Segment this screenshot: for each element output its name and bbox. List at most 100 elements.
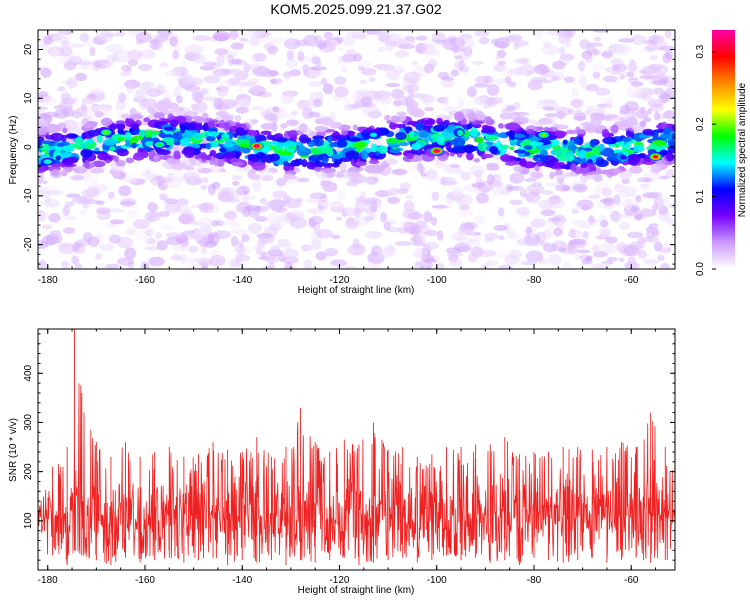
heatmap-cell bbox=[357, 90, 372, 97]
heatmap-cell bbox=[137, 63, 153, 71]
heatmap-cell bbox=[333, 160, 340, 166]
heatmap-cell bbox=[665, 152, 674, 162]
heatmap-cell bbox=[64, 157, 78, 163]
heatmap-cell bbox=[567, 108, 574, 115]
heatmap-cell bbox=[529, 119, 537, 127]
heatmap-cell bbox=[252, 52, 267, 62]
heatmap-cell bbox=[441, 76, 454, 81]
y-tick-label: 200 bbox=[23, 463, 34, 480]
heatmap-cell bbox=[147, 201, 156, 211]
heatmap-cell bbox=[285, 58, 299, 69]
heatmap-cell bbox=[240, 196, 249, 202]
heatmap-cell bbox=[156, 174, 164, 187]
snr-series bbox=[38, 329, 675, 566]
heatmap-cell bbox=[125, 157, 135, 164]
heatmap-cell bbox=[657, 254, 665, 262]
heatmap-cell bbox=[200, 249, 208, 255]
heatmap-cell bbox=[582, 147, 593, 152]
heatmap-cell bbox=[474, 214, 485, 224]
heatmap-cell bbox=[389, 121, 398, 130]
heatmap-cell bbox=[472, 96, 488, 104]
heatmap-cell bbox=[201, 265, 209, 269]
heatmap-cell bbox=[432, 124, 445, 132]
heatmap-cell bbox=[371, 143, 378, 153]
heatmap-cell bbox=[650, 164, 662, 174]
heatmap-cell bbox=[359, 191, 366, 203]
heatmap-cell bbox=[453, 145, 465, 152]
heatmap-cell bbox=[56, 86, 66, 92]
heatmap-cell bbox=[125, 83, 134, 94]
heatmap-cell bbox=[127, 209, 140, 218]
heatmap-cell bbox=[116, 148, 129, 157]
heatmap-cell bbox=[259, 197, 267, 205]
heatmap-cell bbox=[473, 83, 490, 88]
heatmap-cell bbox=[175, 198, 189, 206]
heatmap-cell bbox=[315, 229, 334, 239]
heatmap-cell bbox=[577, 60, 586, 72]
heatmap-cell bbox=[656, 198, 671, 204]
heatmap-cell bbox=[555, 169, 563, 176]
heatmap-cell bbox=[415, 122, 425, 131]
heatmap-cell bbox=[513, 149, 527, 154]
spectrogram-frame bbox=[37, 29, 676, 270]
heatmap-cell bbox=[564, 172, 573, 177]
heatmap-cell bbox=[346, 180, 359, 187]
heatmap-cell bbox=[538, 99, 556, 105]
heatmap-cell bbox=[226, 197, 241, 204]
heatmap-cell bbox=[123, 174, 138, 184]
heatmap-cell bbox=[601, 128, 610, 138]
heatmap-cell bbox=[334, 86, 349, 98]
heatmap-cell bbox=[320, 182, 333, 187]
heatmap-cell bbox=[642, 128, 654, 136]
heatmap-cell bbox=[477, 141, 488, 152]
heatmap-cell bbox=[504, 76, 512, 85]
heatmap-cell bbox=[495, 55, 502, 61]
heatmap-cell bbox=[360, 67, 377, 76]
heatmap-cell bbox=[500, 190, 511, 196]
heatmap-cell bbox=[38, 136, 45, 142]
heatmap-cell bbox=[178, 213, 193, 225]
heatmap-cell bbox=[166, 102, 179, 110]
heatmap-cell bbox=[601, 187, 613, 197]
heatmap-cell bbox=[276, 177, 286, 187]
heatmap-cell bbox=[603, 75, 618, 83]
heatmap-cell bbox=[661, 121, 668, 130]
heatmap-cell bbox=[153, 260, 164, 267]
heatmap-cell bbox=[301, 244, 313, 252]
heatmap-cell bbox=[178, 106, 184, 112]
heatmap-cell bbox=[56, 142, 65, 147]
heatmap-cell bbox=[60, 92, 72, 102]
heatmap-cell bbox=[530, 218, 546, 228]
heatmap-cell bbox=[398, 38, 416, 45]
heatmap-cell bbox=[299, 145, 306, 152]
colorbar-ramp bbox=[712, 30, 735, 269]
heatmap-cell bbox=[368, 77, 376, 82]
heatmap-cell bbox=[191, 90, 204, 103]
heatmap-cell bbox=[413, 130, 419, 137]
heatmap-cell bbox=[391, 168, 407, 175]
heatmap-cell bbox=[651, 228, 660, 237]
heatmap-cell bbox=[165, 232, 182, 238]
heatmap-cell bbox=[331, 234, 341, 240]
heatmap-cell bbox=[519, 158, 527, 167]
heatmap-cell bbox=[444, 197, 453, 209]
heatmap-cell bbox=[286, 50, 295, 61]
heatmap-cell bbox=[365, 262, 377, 269]
heatmap-cell bbox=[497, 60, 507, 65]
heatmap-cell bbox=[431, 204, 449, 209]
heatmap-cell bbox=[207, 120, 216, 129]
heatmap-cell bbox=[457, 129, 464, 137]
heatmap-cell bbox=[38, 43, 49, 49]
heatmap-cell bbox=[56, 56, 69, 64]
heatmap-cell bbox=[181, 246, 190, 252]
heatmap-cell bbox=[337, 188, 347, 201]
heatmap-cell bbox=[467, 112, 478, 122]
heatmap-cell bbox=[272, 193, 284, 200]
heatmap-cell bbox=[133, 90, 149, 100]
heatmap-cell bbox=[467, 122, 473, 129]
heatmap-hot-spot bbox=[371, 133, 376, 137]
heatmap-cell bbox=[105, 61, 113, 69]
heatmap-cell bbox=[658, 45, 675, 52]
heatmap-cell bbox=[489, 146, 499, 154]
